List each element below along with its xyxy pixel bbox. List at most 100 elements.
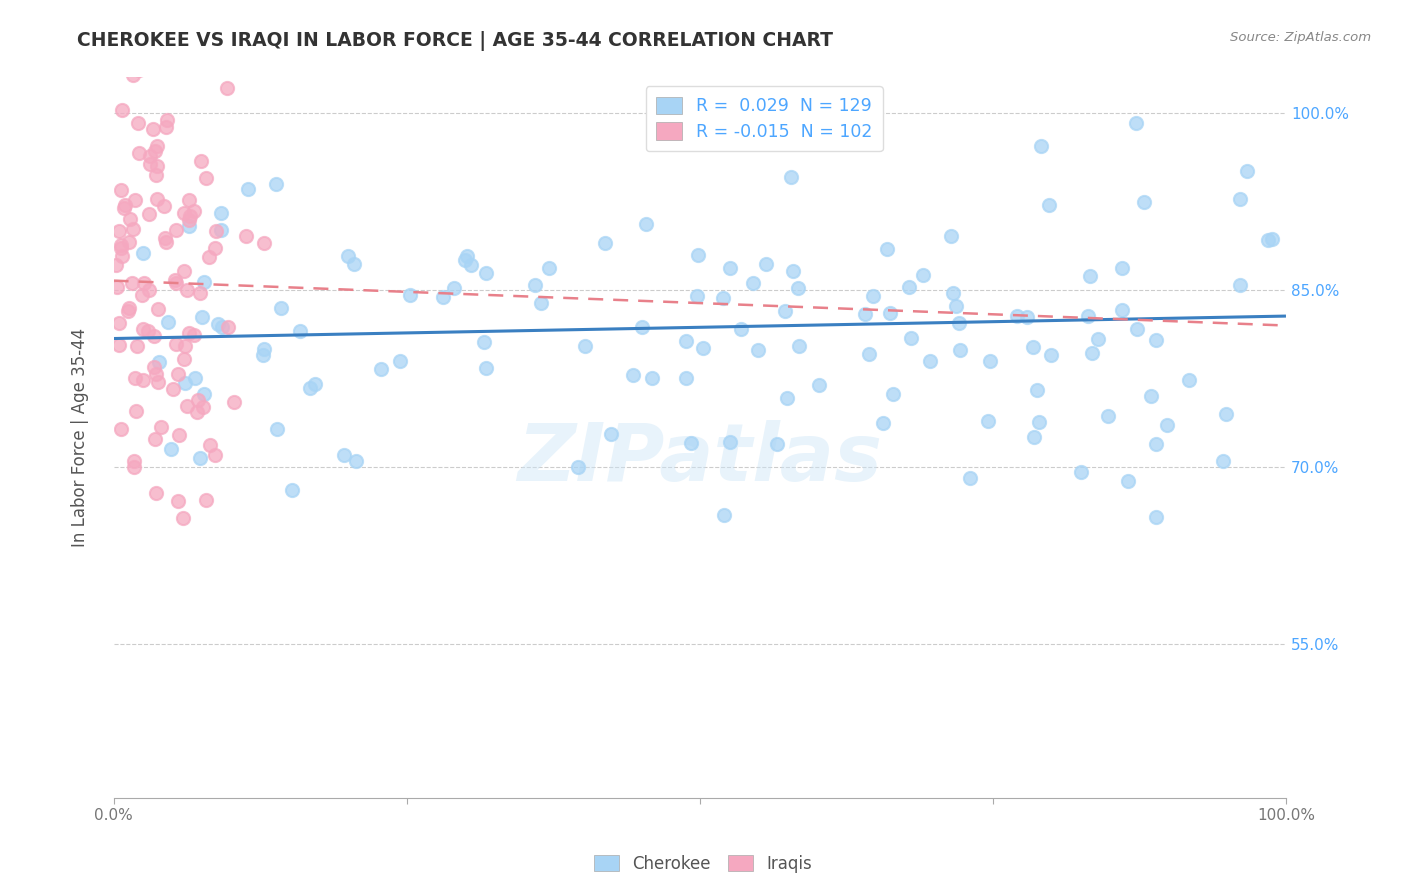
Point <box>222 395 245 409</box>
Point <box>159 442 181 456</box>
Point <box>149 419 172 434</box>
Point <box>298 381 321 395</box>
Point <box>730 322 752 336</box>
Point <box>1132 194 1154 209</box>
Point <box>118 212 141 227</box>
Point <box>1125 116 1147 130</box>
Point <box>121 221 143 235</box>
Point <box>204 448 226 462</box>
Point <box>138 283 160 297</box>
Point <box>782 264 804 278</box>
Point <box>290 325 312 339</box>
Point <box>567 459 589 474</box>
Point <box>204 241 226 255</box>
Point <box>641 371 664 385</box>
Point <box>172 510 194 524</box>
Point <box>165 337 187 351</box>
Point <box>1097 409 1119 424</box>
Point <box>1257 233 1279 247</box>
Point <box>977 414 1000 428</box>
Point <box>264 177 287 191</box>
Point <box>148 375 170 389</box>
Point <box>718 435 741 450</box>
Point <box>741 276 763 290</box>
Point <box>128 62 150 77</box>
Point <box>128 145 150 160</box>
Point <box>675 334 697 348</box>
Point <box>179 209 201 223</box>
Point <box>700 49 723 63</box>
Point <box>132 373 155 387</box>
Point <box>155 120 177 134</box>
Point <box>145 485 167 500</box>
Point <box>157 315 180 329</box>
Point <box>143 145 166 159</box>
Point <box>692 341 714 355</box>
Point <box>1144 437 1167 451</box>
Point <box>1039 348 1062 362</box>
Point <box>193 387 215 401</box>
Point <box>942 285 965 300</box>
Point <box>900 331 922 345</box>
Point <box>807 378 830 392</box>
Point <box>718 261 741 276</box>
Point <box>112 201 135 215</box>
Point <box>1017 310 1039 325</box>
Point <box>1022 340 1045 354</box>
Point <box>780 169 803 184</box>
Point <box>388 354 411 368</box>
Point <box>148 355 170 369</box>
Point <box>630 319 652 334</box>
Point <box>538 260 561 275</box>
Point <box>858 347 880 361</box>
Point <box>146 302 169 317</box>
Point <box>198 250 221 264</box>
Point <box>136 324 159 338</box>
Point <box>1077 309 1099 323</box>
Point <box>882 387 904 401</box>
Text: Source: ZipAtlas.com: Source: ZipAtlas.com <box>1230 31 1371 45</box>
Point <box>432 290 454 304</box>
Point <box>939 228 962 243</box>
Point <box>1022 430 1045 444</box>
Point <box>118 301 141 315</box>
Point <box>1156 417 1178 432</box>
Point <box>1236 164 1258 178</box>
Point <box>948 343 970 357</box>
Point <box>600 427 623 442</box>
Point <box>138 149 160 163</box>
Point <box>134 276 156 290</box>
Point <box>862 289 884 303</box>
Point <box>127 116 149 130</box>
Point <box>1215 408 1237 422</box>
Point <box>173 264 195 278</box>
Point <box>1111 302 1133 317</box>
Point <box>169 427 191 442</box>
Point <box>456 249 478 263</box>
Point <box>304 377 326 392</box>
Point <box>1144 510 1167 524</box>
Point <box>343 258 366 272</box>
Point <box>370 362 392 376</box>
Point <box>110 12 132 27</box>
Point <box>183 203 205 218</box>
Point <box>179 219 201 233</box>
Point <box>681 435 703 450</box>
Point <box>879 306 901 320</box>
Point <box>188 451 211 466</box>
Point <box>184 370 207 384</box>
Point <box>193 275 215 289</box>
Point <box>143 432 166 446</box>
Point <box>1222 3 1244 17</box>
Point <box>209 206 232 220</box>
Point <box>786 280 808 294</box>
Point <box>124 193 146 207</box>
Point <box>173 352 195 367</box>
Point <box>142 328 165 343</box>
Point <box>167 493 190 508</box>
Point <box>176 399 198 413</box>
Point <box>474 266 496 280</box>
Point <box>122 460 145 475</box>
Point <box>235 229 257 244</box>
Point <box>142 359 165 374</box>
